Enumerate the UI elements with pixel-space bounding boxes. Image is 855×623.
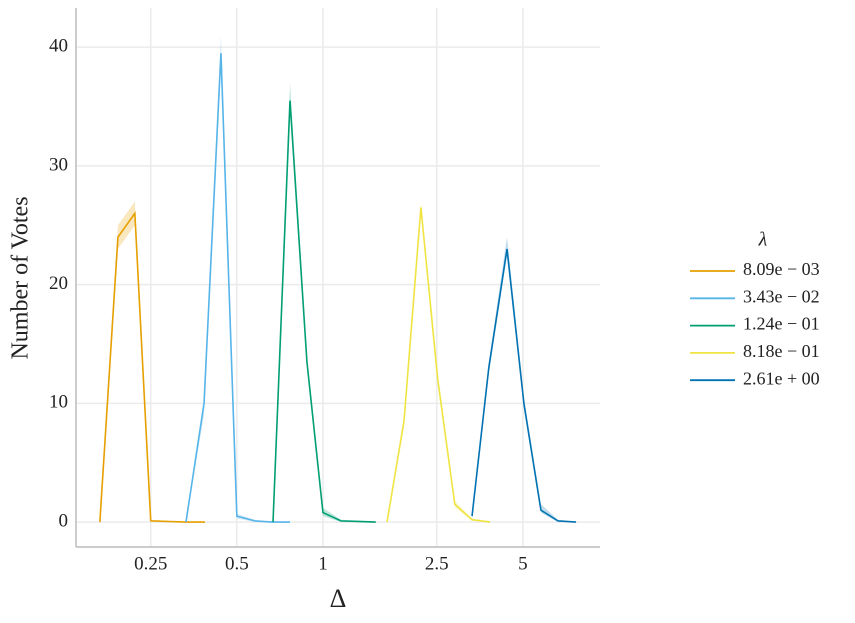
y-tick-label: 40 [49, 36, 68, 57]
x-tick-label: 5 [518, 553, 528, 574]
legend-label: 2.61e + 00 [743, 368, 820, 388]
y-tick-label: 30 [49, 154, 68, 175]
legend-title: λ [758, 229, 768, 251]
y-axis-label: Number of Votes [8, 196, 34, 359]
line [386, 207, 491, 523]
y-tick-label: 0 [59, 510, 69, 531]
x-tick-label: 0.25 [134, 553, 167, 574]
confidence-band [99, 201, 206, 523]
line [471, 248, 577, 523]
x-axis-label: Δ [330, 584, 347, 613]
line [272, 100, 376, 523]
x-tick-label: 2.5 [425, 553, 449, 574]
x-tick-label: 0.5 [225, 553, 249, 574]
x-tick-label: 1 [318, 553, 328, 574]
y-tick-label: 20 [49, 273, 68, 294]
line [185, 53, 290, 523]
confidence-band [387, 201, 491, 523]
y-tick-label: 10 [49, 392, 68, 413]
line [99, 211, 206, 523]
legend-label: 3.43e − 02 [743, 286, 820, 306]
legend-label: 8.09e − 03 [743, 259, 820, 279]
legend-label: 1.24e − 01 [743, 314, 820, 334]
legend-label: 8.18e − 01 [743, 341, 820, 361]
confidence-band [185, 35, 290, 523]
